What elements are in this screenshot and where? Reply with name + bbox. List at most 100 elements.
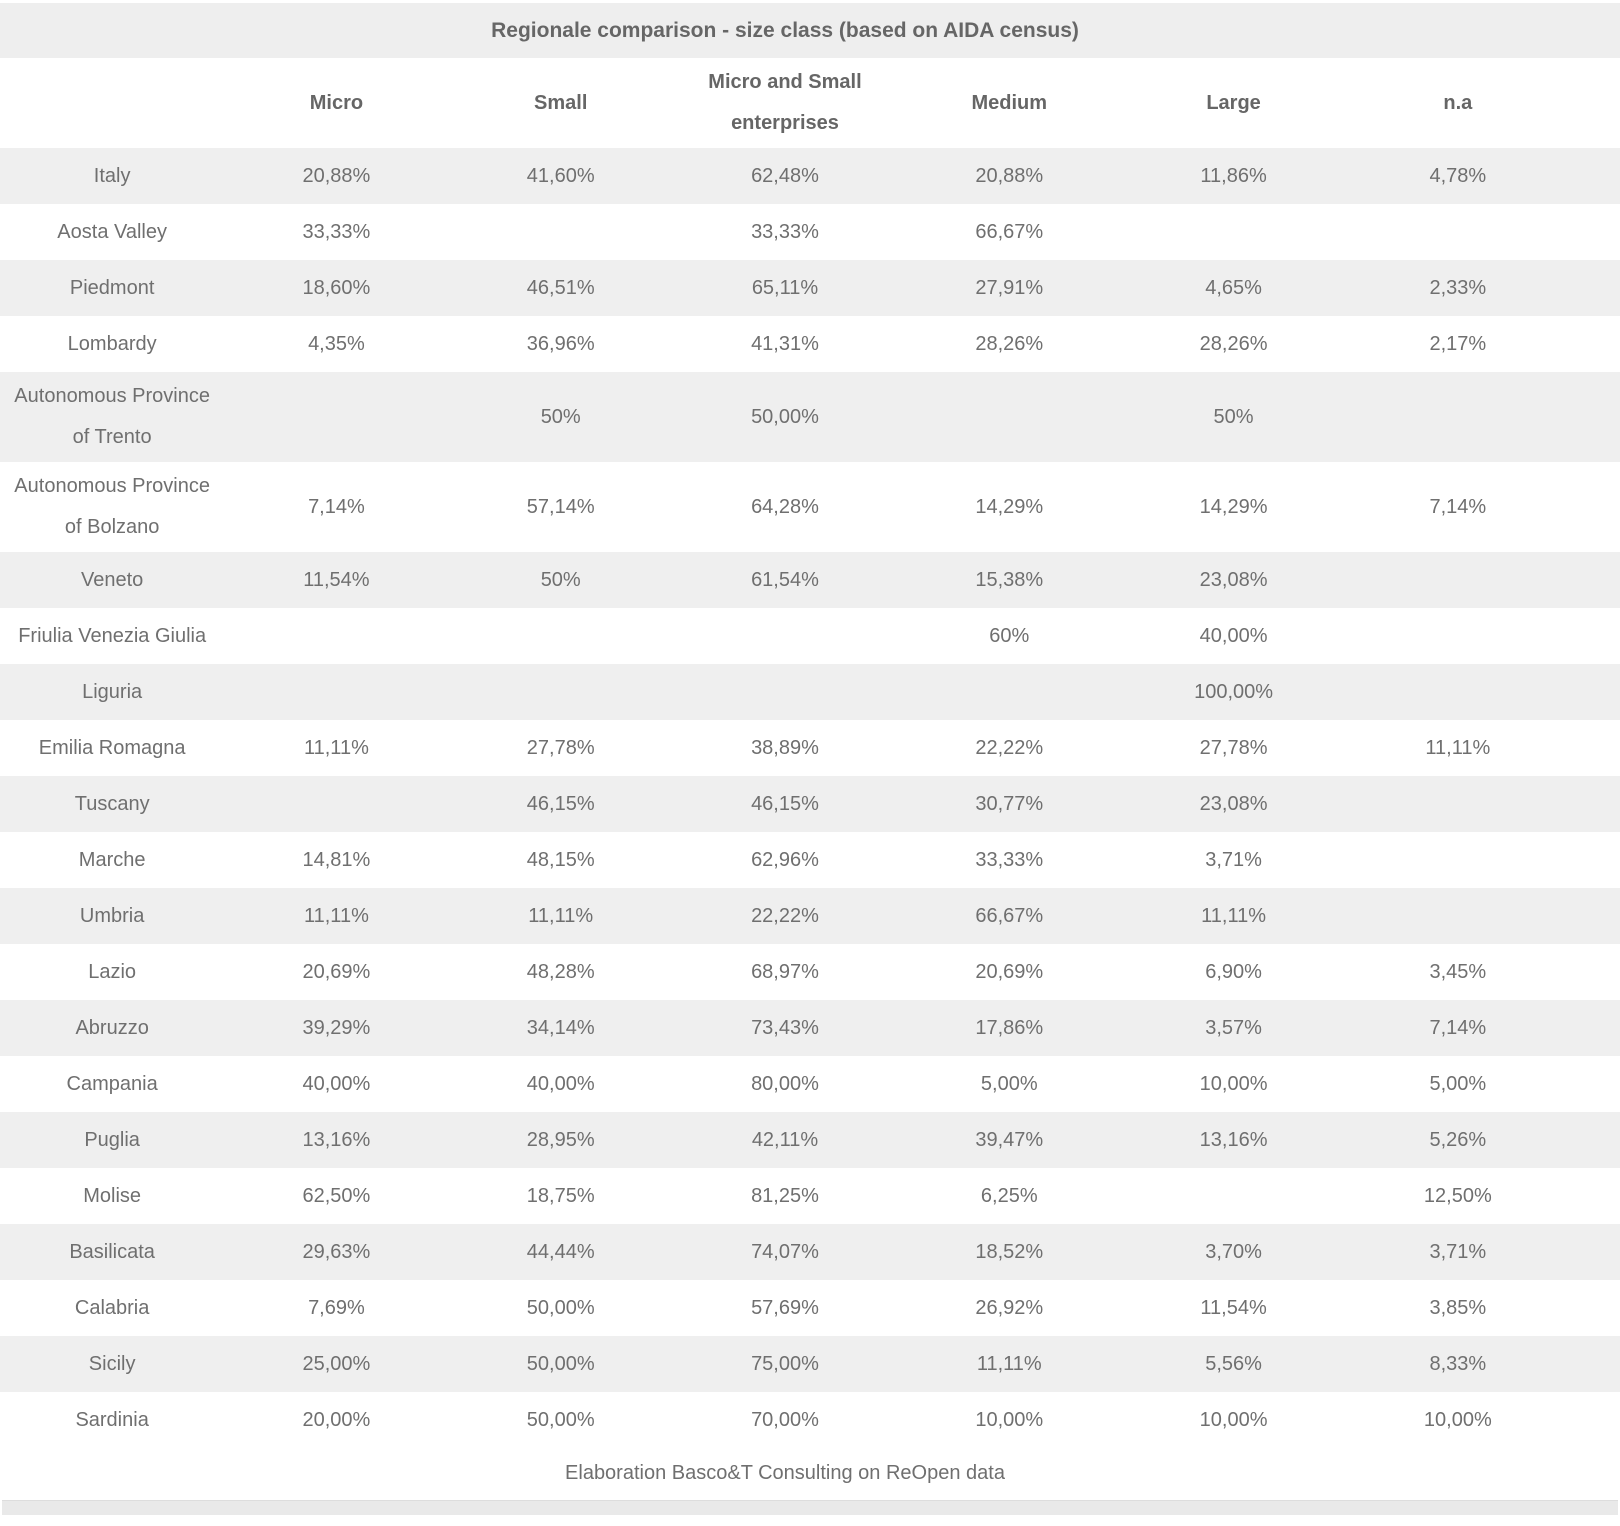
table-row: Abruzzo 39,29% 34,14% 73,43% 17,86% 3,57… [0,1000,1620,1056]
value-na: 3,85% [1429,1296,1487,1319]
value-micro-small: 70,00% [751,1408,819,1431]
table-row: Sardinia 20,00% 50,00% 70,00% 10,00% 10,… [0,1392,1620,1448]
table-row: Puglia 13,16% 28,95% 42,11% 39,47% 13,16… [0,1112,1620,1168]
value-medium: 28,26% [975,332,1044,355]
region-name: Puglia [84,1128,140,1151]
table-row: Molise 62,50% 18,75% 81,25% 6,25% 12,50% [0,1168,1620,1224]
region-name: Abruzzo [75,1016,149,1039]
value-micro-small: 68,97% [751,960,819,983]
value-micro: 13,16% [302,1128,371,1151]
table-row: Liguria 100,00% [0,664,1620,720]
value-micro-small: 80,00% [751,1072,819,1095]
value-micro-small: 50,00% [751,405,819,428]
column-header-na: n.a [1443,91,1473,114]
value-small: 50% [540,568,581,591]
value-micro: 40,00% [302,1072,371,1095]
value-large: 11,11% [1201,904,1266,927]
value-medium: 66,67% [975,904,1044,927]
region-name: Italy [93,164,131,187]
value-na [1346,856,1570,864]
value-medium: 14,29% [975,495,1044,518]
value-na [1346,632,1570,640]
value-large: 6,90% [1205,960,1262,983]
region-name: Sicily [88,1352,136,1375]
value-large: 10,00% [1199,1072,1268,1095]
value-micro-small: 57,69% [751,1296,819,1319]
value-micro-small [673,632,897,640]
value-micro-small: 33,33% [751,220,819,243]
value-medium: 17,86% [975,1016,1044,1039]
value-large: 5,56% [1205,1352,1262,1375]
value-medium: 30,77% [975,792,1044,815]
region-name: Veneto [80,568,144,591]
table-header-row: Micro Small Micro and Small enterprises … [0,58,1620,148]
table-row: Campania 40,00% 40,00% 80,00% 5,00% 10,0… [0,1056,1620,1112]
region-name: Friulia Venezia Giulia [18,624,207,647]
value-medium: 66,67% [975,220,1044,243]
value-na [1346,228,1570,236]
value-na: 3,45% [1429,960,1487,983]
table-row: Friulia Venezia Giulia 60% 40,00% [0,608,1620,664]
value-micro: 25,00% [302,1352,371,1375]
value-micro: 20,88% [302,164,371,187]
value-micro-small: 22,22% [751,904,819,927]
region-name: Calabria [74,1296,150,1319]
value-large: 23,08% [1199,792,1268,815]
value-micro-small: 61,54% [751,568,819,591]
value-large: 23,08% [1199,568,1268,591]
value-medium: 22,22% [975,736,1044,759]
value-na [1346,576,1570,584]
value-medium: 20,88% [975,164,1044,187]
value-micro: 29,63% [302,1240,371,1263]
value-large: 11,86% [1200,164,1267,187]
value-large: 3,70% [1205,1240,1262,1263]
value-micro-small: 46,15% [751,792,819,815]
value-micro-small: 81,25% [751,1184,819,1207]
value-na: 7,14% [1429,1016,1487,1039]
table-row: Marche 14,81% 48,15% 62,96% 33,33% 3,71% [0,832,1620,888]
value-small: 57,14% [526,495,595,518]
column-header-medium: Medium [971,91,1048,114]
table-row: Lombardy 4,35% 36,96% 41,31% 28,26% 28,2… [0,316,1620,372]
value-na: 4,78% [1429,164,1487,187]
value-micro: 39,29% [302,1016,371,1039]
value-large: 11,54% [1200,1296,1267,1319]
region-name: Tuscany [74,792,150,815]
table-row: Veneto 11,54% 50% 61,54% 15,38% 23,08% [0,552,1620,608]
column-header-micro: Micro [309,91,364,114]
value-na: 2,17% [1429,332,1487,355]
value-small: 50,00% [526,1296,595,1319]
column-header-large: Large [1206,91,1261,114]
value-large: 100,00% [1194,680,1274,703]
value-medium: 18,52% [975,1240,1044,1263]
value-micro-small [673,688,897,696]
value-micro-small: 42,11% [751,1128,819,1151]
value-na: 5,00% [1429,1072,1487,1095]
value-na [1346,912,1570,920]
region-name: Liguria [82,680,143,703]
value-large: 14,29% [1199,495,1268,518]
value-medium: 20,69% [975,960,1044,983]
value-small: 11,11% [528,904,594,927]
value-micro-small: 64,28% [751,495,819,518]
value-micro [224,413,448,421]
value-small: 18,75% [526,1184,595,1207]
region-name: Lombardy [67,332,157,355]
value-large: 10,00% [1199,1408,1268,1431]
value-medium: 26,92% [975,1296,1044,1319]
region-name: Basilicata [69,1240,155,1263]
value-small: 34,14% [526,1016,595,1039]
table-row: Italy 20,88% 41,60% 62,48% 20,88% 11,86%… [0,148,1620,204]
value-micro: 4,35% [308,332,365,355]
table-row: Autonomous Province of Trento 50% 50,00%… [0,372,1620,462]
value-small: 40,00% [526,1072,595,1095]
value-medium: 11,11% [976,1352,1042,1375]
value-micro: 11,54% [303,568,370,591]
value-small: 50,00% [526,1408,595,1431]
value-large: 27,78% [1199,736,1268,759]
value-small: 44,44% [526,1240,595,1263]
value-large [1121,228,1345,236]
value-medium: 5,00% [980,1072,1038,1095]
value-na: 3,71% [1429,1240,1487,1263]
